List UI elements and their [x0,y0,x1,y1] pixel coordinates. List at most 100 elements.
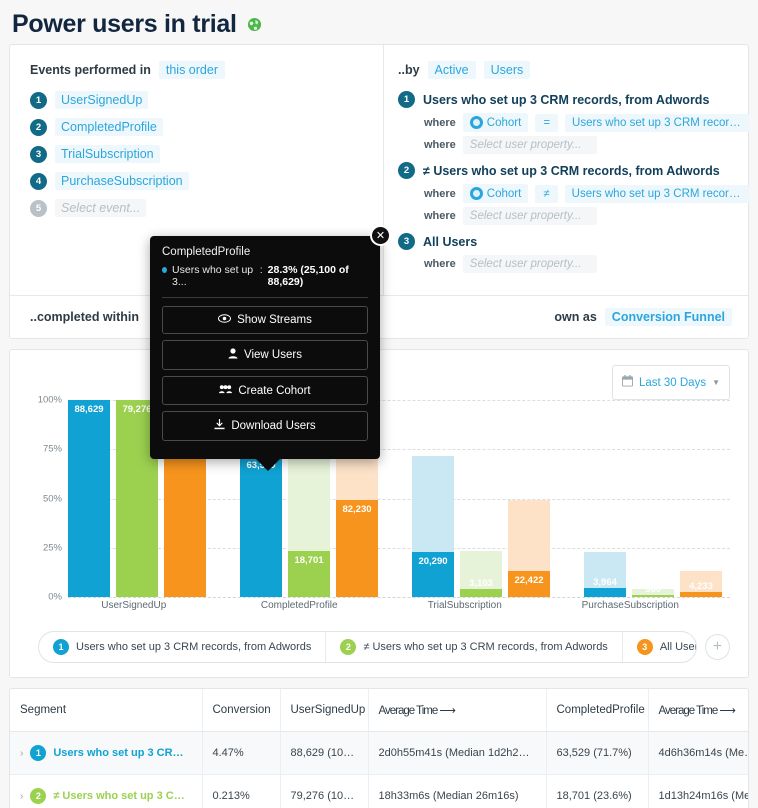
bar-slot[interactable]: 88,629 [68,400,110,597]
legend-number: 2 [340,639,357,655]
column-header-average-time-2[interactable]: Average Time ⟶ [648,689,748,732]
bar[interactable]: 88,629 [68,400,110,597]
bar-ghost [460,550,502,597]
chevron-right-icon[interactable]: › [20,747,24,759]
operator-chip[interactable]: = [535,113,559,132]
grid-lines [68,400,730,598]
shown-as-value[interactable]: Conversion Funnel [604,308,732,326]
segment-condition-empty: where Select user property... [424,255,749,273]
segment-name[interactable]: ≠ Users who set up 3 CRM re... [53,790,191,802]
popover-title: CompletedProfile [162,246,251,258]
y-axis: 100% 75% 50% 25% 0% [20,395,68,603]
event-name[interactable]: TrialSubscription [55,145,160,163]
table-row[interactable]: › 1 Users who set up 3 CRM rec... 4.47%88,6… [10,731,748,775]
download-users-button[interactable]: Download Users [162,411,368,441]
cell-segment[interactable]: › 1 Users who set up 3 CRM rec... [10,731,203,775]
bar-ghost [632,589,674,597]
bar[interactable]: 63,529 [240,455,282,597]
bar-slot[interactable]: 22,422 [508,400,550,597]
event-row[interactable]: 3 TrialSubscription [30,145,367,163]
chevron-right-icon[interactable]: › [20,790,24,802]
cell-average-time-1: 18h33m6s (Median 26m16s) [368,774,547,808]
bar-slot[interactable]: 3,103 [460,400,502,597]
segment-name[interactable]: Users who set up 3 CRM rec... [53,747,191,759]
segments-panel: ..by Active Users 1 Users who set up 3 C… [384,45,758,295]
property-chip[interactable]: Cohort [462,113,529,132]
column-header-completedprofile[interactable]: CompletedProfile [546,689,649,732]
bar-value-label: 3,964 [593,577,617,589]
bar[interactable]: 20,290 [412,551,454,597]
event-name[interactable]: CompletedProfile [55,118,163,136]
legend-item[interactable]: 3 All Users [621,632,696,662]
bar-slot[interactable]: 980 [632,400,674,597]
operator-chip[interactable]: ≠ [535,184,558,203]
event-number: 4 [30,172,47,190]
property-placeholder[interactable]: Select user property... [462,136,597,154]
legend-item[interactable]: 2 ≠ Users who set up 3 CRM records, from … [325,632,621,662]
event-name[interactable]: PurchaseSubscription [55,172,189,190]
chart-tooltip-popover: ✕ CompletedProfile Users who set up 3...… [150,225,391,471]
segment-number: 2 [398,162,415,179]
bar-value-label: 18,701 [294,554,324,566]
chart-toolbar: Last 30 Days ▼ [10,360,748,400]
property-label: Cohort [486,116,522,129]
bar[interactable]: 980 [632,584,674,597]
bar-slot[interactable]: 3,964 [584,400,626,597]
column-header-segment[interactable]: Segment [10,689,203,732]
property-placeholder[interactable]: Select user property... [462,207,597,225]
segment-cell[interactable]: › 1 Users who set up 3 CRM rec... [20,745,192,761]
cell-segment[interactable]: › 2 ≠ Users who set up 3 CRM re... [10,774,203,808]
bar-slot[interactable]: 79,276 [116,400,158,597]
series-color-dot [162,267,168,273]
event-row[interactable]: 4 PurchaseSubscription [30,172,367,190]
create-cohort-button[interactable]: Create Cohort [162,376,368,405]
event-name[interactable]: UserSignedUp [55,91,149,109]
property-label: Cohort [486,187,522,200]
event-row[interactable]: 1 UserSignedUp [30,91,367,109]
column-header-usersignedup[interactable]: UserSignedUp [280,689,369,732]
bar[interactable]: 82,230 [336,500,378,597]
view-users-button[interactable]: View Users [162,340,368,370]
segment-header[interactable]: 3 All Users [398,233,749,250]
by-users-link[interactable]: Users [483,61,531,79]
column-header-conversion[interactable]: Conversion [202,689,281,732]
property-chip[interactable]: Cohort [462,184,529,203]
event-row[interactable]: 2 CompletedProfile [30,118,367,136]
cohort-icon [469,187,483,200]
close-icon[interactable]: ✕ [370,225,391,246]
cell-conversion: 4.47% [202,731,281,775]
date-range-selector[interactable]: Last 30 Days ▼ [611,365,730,400]
bar[interactable]: 3,103 [460,578,502,597]
segment-title: Users who set up 3 CRM records, from Adw… [423,92,710,107]
legend-item[interactable]: 1 Users who set up 3 CRM records, from Ad… [39,632,325,662]
segment-header[interactable]: 1 Users who set up 3 CRM records, from A… [398,91,749,108]
segment-header[interactable]: 2 ≠ Users who set up 3 CRM records, from… [398,162,749,179]
segment-block: 3 All Users where Select user property..… [398,233,749,273]
legend-label: Users who set up 3 CRM records, from Adw… [76,641,312,653]
column-header-average-time-1[interactable]: Average Time ⟶ [368,689,547,732]
show-streams-button[interactable]: Show Streams [162,306,368,334]
bar-slot[interactable]: 20,290 [412,400,454,597]
event-row-empty[interactable]: 5 Select event... [30,199,367,217]
y-axis-tick: 0% [48,591,62,603]
grid-line [68,498,730,500]
value-chip[interactable]: Users who set up 3 CRM records, fro... [565,113,750,132]
event-select-placeholder[interactable]: Select event... [55,199,147,217]
event-order-link[interactable]: this order [158,61,225,79]
property-placeholder[interactable]: Select user property... [462,255,597,273]
value-chip[interactable]: Users who set up 3 CRM records, fro... [564,184,749,203]
bar[interactable]: 18,701 [288,550,330,597]
table-row[interactable]: › 2 ≠ Users who set up 3 CRM re... 0.213%79… [10,774,748,808]
add-segment-button[interactable]: + [704,634,730,660]
segment-number: 1 [30,745,47,761]
bar-value-label: 980 [645,583,661,595]
bar[interactable]: 4,233 [680,581,722,597]
bar[interactable]: 3,964 [584,577,626,597]
bar-slot[interactable]: 4,233 [680,400,722,597]
bar-value-label: 4,233 [689,581,713,593]
legend-label: All Users [659,641,696,653]
segment-cell[interactable]: › 2 ≠ Users who set up 3 CRM re... [20,788,192,804]
popover-stat: Users who set up 3... : 28.3% (25,100 of… [162,264,368,288]
by-active-link[interactable]: Active [427,61,476,79]
bar[interactable]: 22,422 [508,570,550,597]
